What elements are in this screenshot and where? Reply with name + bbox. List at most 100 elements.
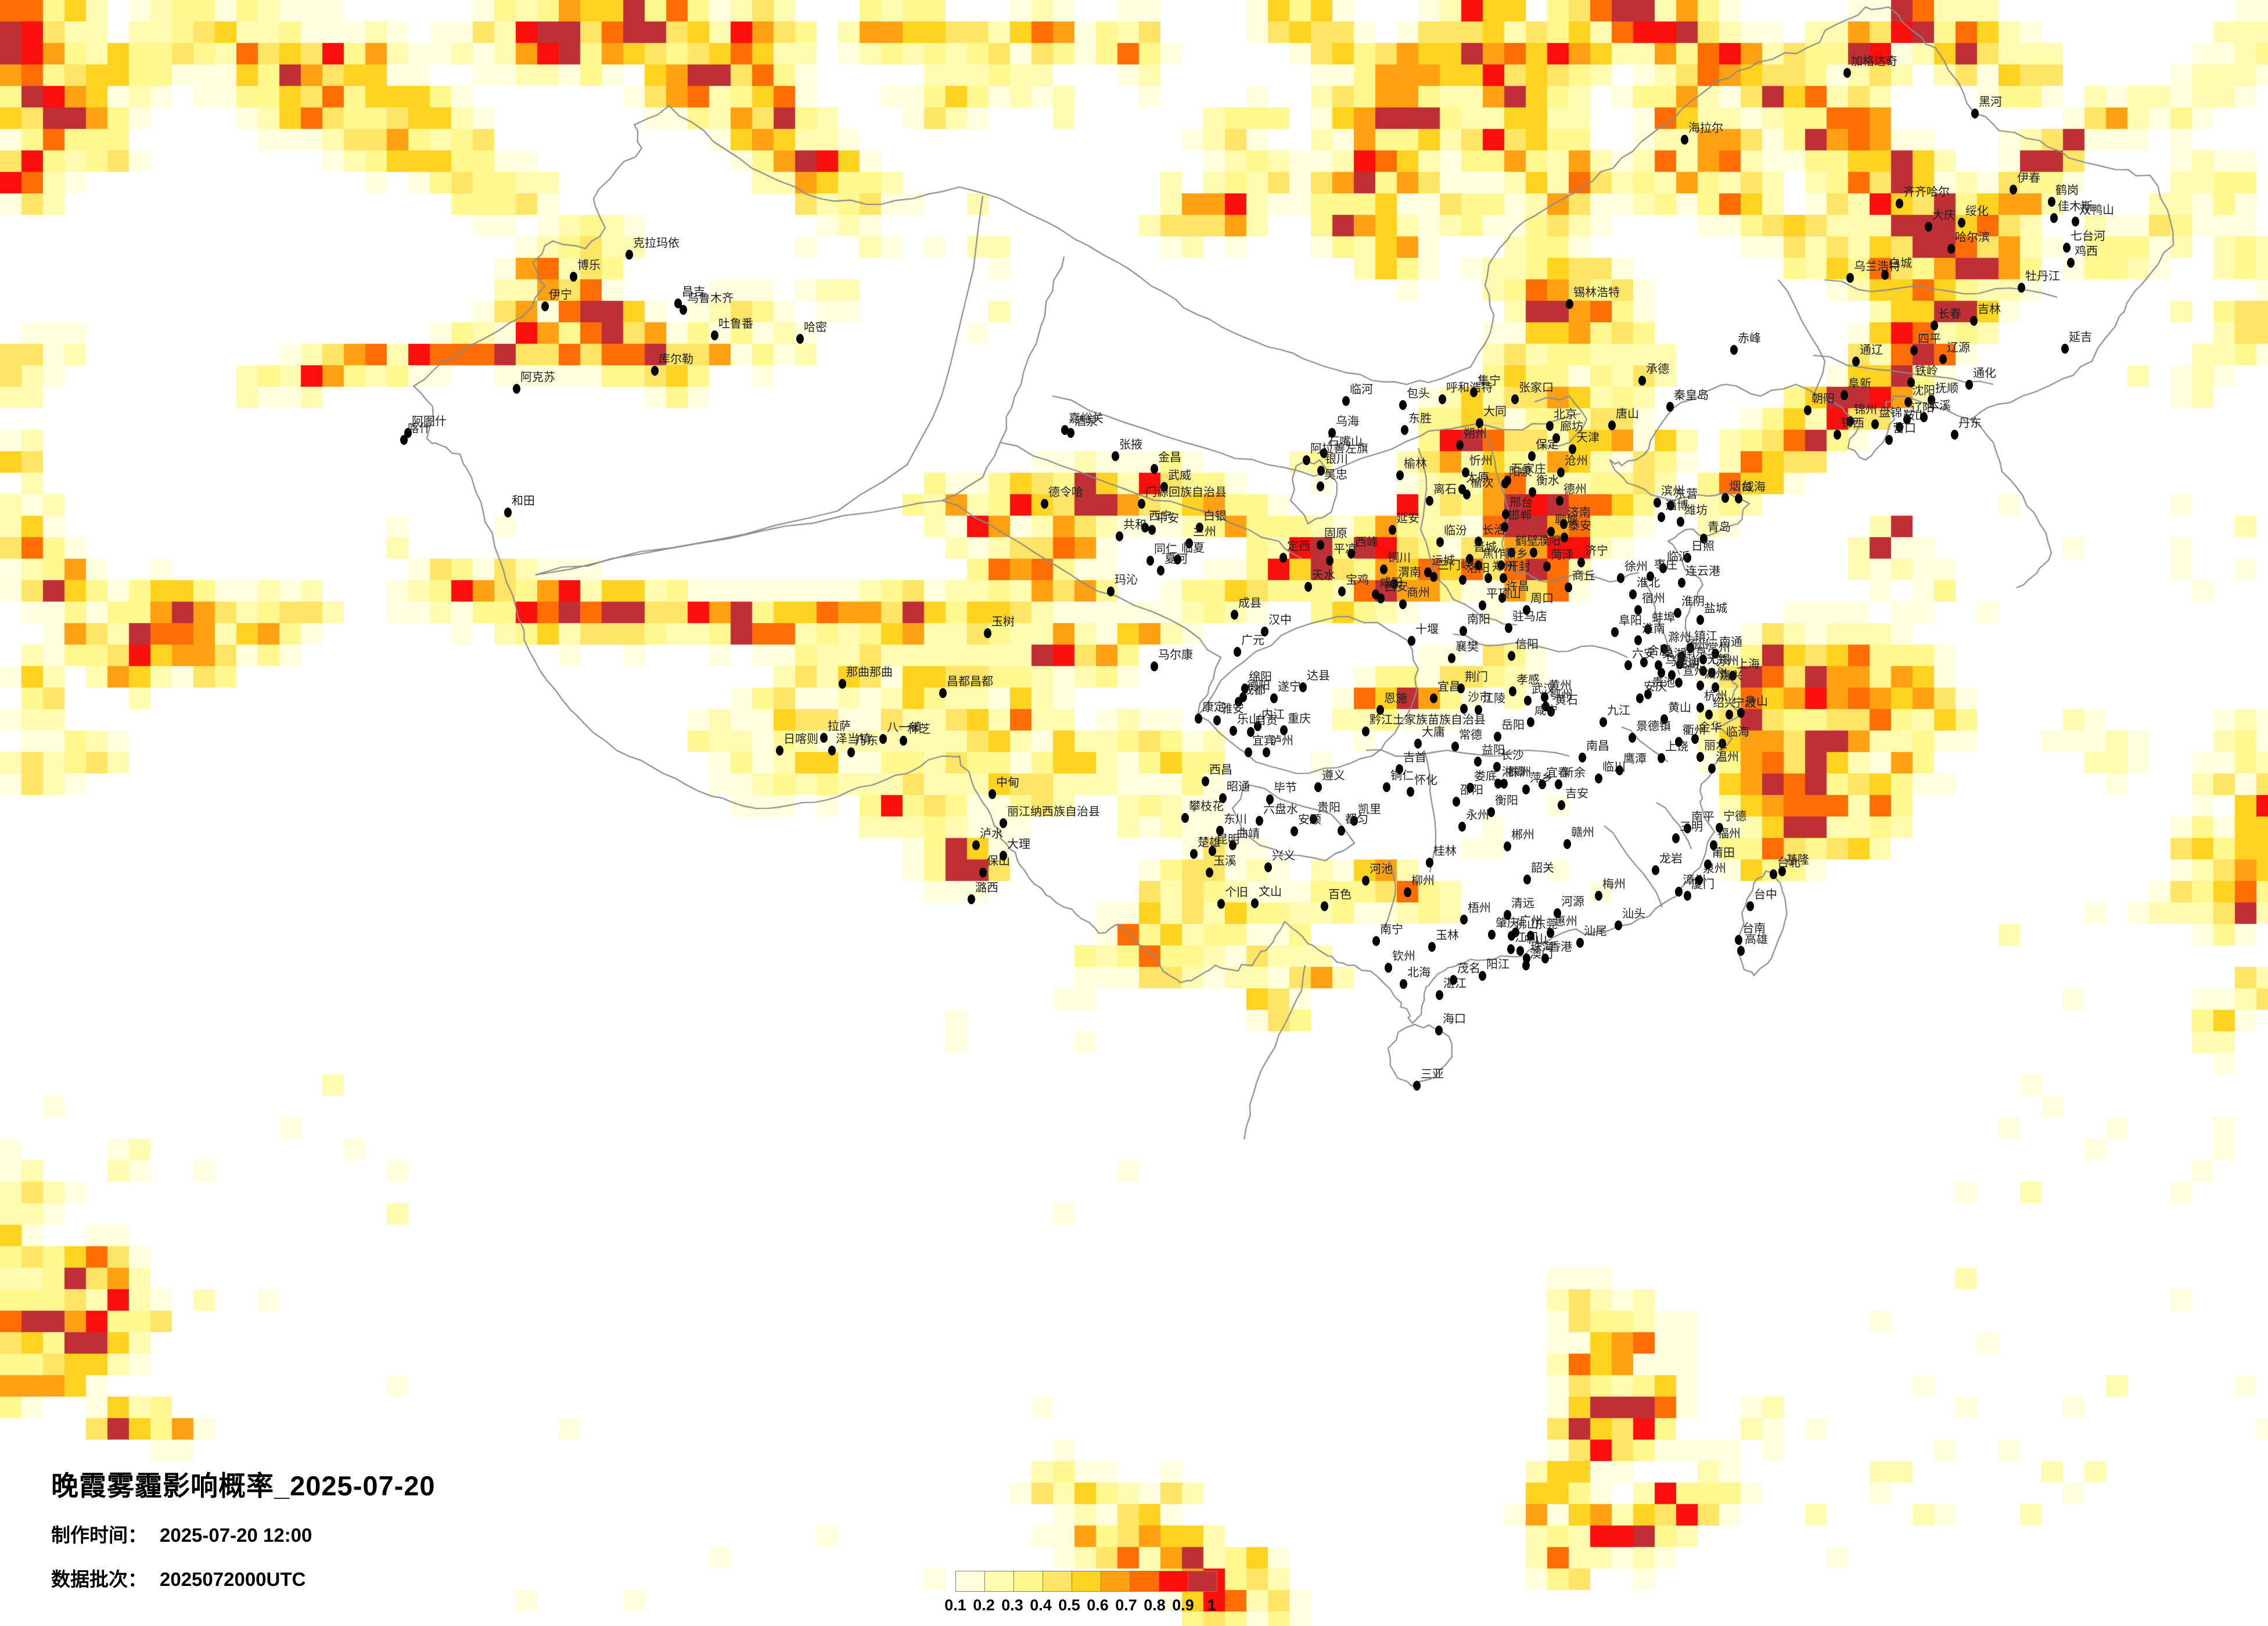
city-marker (1804, 405, 1811, 415)
city-label: 玉溪 (1213, 855, 1237, 868)
city-marker (1116, 531, 1123, 541)
page-title: 晚霞雾霾影响概率_2025-07-20 (51, 1470, 436, 1501)
city-marker (1190, 849, 1198, 859)
city-label: 延吉 (2069, 331, 2092, 344)
city-label: 苏州 (1716, 655, 1739, 668)
city-label: 西安 (1385, 581, 1408, 593)
city-marker (1505, 623, 1512, 633)
city-label: 新余 (1562, 767, 1586, 779)
city-marker (1560, 519, 1568, 529)
city-marker (1000, 818, 1007, 828)
city-marker (1462, 467, 1469, 477)
city-label: 舟山 (1745, 695, 1768, 708)
city-label: 临汾 (1444, 524, 1467, 537)
city-label: 盘锦 (1879, 406, 1902, 419)
legend-tick-label: 0.4 (1030, 1596, 1052, 1614)
city-marker (1696, 703, 1704, 713)
city-marker (1676, 659, 1684, 669)
city-marker (1466, 554, 1473, 564)
city-label: 吐鲁番 (718, 318, 753, 330)
city-label: 益阳 (1482, 744, 1505, 757)
city-label: 晋城 (1473, 541, 1497, 554)
city-label: 喀什 (408, 422, 431, 435)
city-label: 恩施 (1384, 692, 1407, 705)
data-batch-row: 数据批次： 2025072000UTC (51, 1564, 436, 1592)
city-marker (541, 301, 549, 311)
city-label: 西峰 (1355, 536, 1378, 549)
city-label: 林芝 (907, 723, 930, 736)
city-label: 哈密 (804, 321, 827, 334)
city-marker (1399, 599, 1407, 609)
city-marker (839, 679, 846, 689)
city-marker (1488, 930, 1496, 940)
city-marker (1474, 757, 1482, 767)
city-label: 兴义 (1272, 850, 1295, 862)
city-marker (1229, 840, 1237, 850)
city-label: 商州 (1407, 587, 1430, 599)
city-label: 襄樊 (1455, 641, 1479, 653)
city-label: 泰安 (1568, 520, 1591, 533)
city-label: 固原 (1324, 527, 1347, 540)
city-label: 兰州 (1193, 526, 1216, 538)
city-label: 锦西 (1841, 417, 1864, 430)
city-label: 邯郸 (1508, 509, 1532, 522)
city-label: 酒泉 (1074, 415, 1098, 428)
city-marker (1608, 420, 1616, 430)
city-marker (2063, 243, 2071, 253)
city-label: 遂宁 (1278, 681, 1301, 693)
city-marker (1310, 814, 1317, 824)
city-marker (1746, 901, 1754, 911)
city-label: 文山 (1259, 886, 1282, 898)
city-marker (1383, 782, 1390, 792)
city-marker (1541, 954, 1549, 963)
city-label: 百色 (1328, 888, 1352, 901)
city-label: 秦皇岛 (1674, 389, 1709, 402)
city-label: 湘潭 (1502, 766, 1525, 779)
city-label: 东川 (1224, 813, 1247, 826)
city-label: 上饶 (1665, 740, 1688, 753)
city-label: 娄底 (1474, 770, 1497, 783)
city-label: 辽源 (1947, 341, 1970, 354)
city-marker (776, 746, 783, 756)
city-marker (1112, 451, 1119, 461)
city-marker (1896, 422, 1903, 432)
city-label: 汉中 (1268, 614, 1292, 627)
city-label: 金华 (1699, 721, 1722, 734)
city-label: 衢州 (1683, 724, 1706, 737)
city-marker (2061, 344, 2069, 354)
legend-tick-label: 0.6 (1087, 1596, 1109, 1614)
city-marker (1903, 415, 1911, 425)
city-marker (1413, 1081, 1421, 1091)
city-marker (711, 330, 718, 340)
city-label: 三明 (1680, 821, 1703, 833)
city-marker (1541, 692, 1548, 702)
city-marker (1436, 990, 1443, 1000)
city-marker (1660, 644, 1668, 654)
city-label: 鄂州 (1550, 689, 1573, 702)
city-marker (1947, 244, 1955, 254)
city-label: 九江 (1607, 704, 1630, 717)
city-label: 康定 (1202, 701, 1225, 714)
city-marker (1611, 627, 1619, 637)
city-marker (1925, 222, 1932, 232)
city-marker (1241, 684, 1249, 693)
city-marker (1881, 270, 1889, 280)
city-marker (1138, 499, 1145, 509)
city-marker (1687, 643, 1694, 653)
city-marker (1435, 1026, 1443, 1035)
city-marker (1501, 522, 1508, 532)
city-label: 郴州 (1511, 829, 1534, 841)
city-label: 贵阳 (1317, 801, 1340, 814)
city-marker (1530, 548, 1537, 557)
city-marker (1684, 891, 1691, 901)
city-marker (1556, 496, 1563, 506)
city-marker (1500, 573, 1507, 583)
city-marker (1476, 418, 1483, 428)
city-label: 那曲那曲 (846, 666, 893, 679)
city-marker (1516, 946, 1524, 956)
city-marker (1951, 430, 1958, 440)
city-marker (1251, 898, 1259, 908)
city-label: 吴忠 (1324, 469, 1347, 481)
city-marker (1460, 626, 1467, 636)
